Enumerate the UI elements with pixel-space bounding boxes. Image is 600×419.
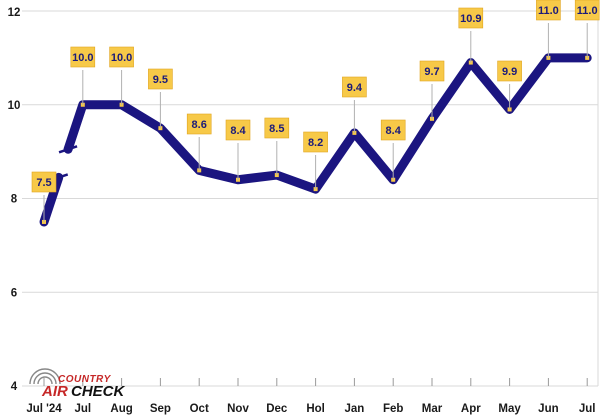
data-label: 8.4: [386, 125, 402, 137]
x-tick-label: Sep: [150, 403, 171, 415]
data-label: 9.9: [502, 66, 517, 78]
x-tick-label: Jan: [344, 403, 364, 415]
data-label: 11.0: [577, 5, 598, 17]
break-slash: [58, 145, 78, 154]
data-label: 10.0: [111, 52, 132, 64]
data-label: 11.0: [538, 5, 559, 17]
x-tick-label: Jul: [579, 403, 596, 415]
data-label-box: [458, 7, 484, 29]
x-tick-label: Oct: [190, 403, 209, 415]
data-label: 8.2: [308, 137, 323, 149]
data-label-box: [225, 119, 251, 141]
x-tick-label: Dec: [266, 403, 288, 415]
data-label-box: [148, 68, 173, 90]
data-label-box: [31, 171, 57, 193]
data-label: 7.5: [36, 177, 51, 189]
data-label: 9.5: [153, 74, 168, 86]
data-label-box: [109, 46, 134, 68]
y-tick-label: 8: [11, 194, 18, 206]
y-tick-label: 12: [8, 7, 21, 19]
data-label-box: [70, 46, 96, 68]
x-tick-label: Jul: [74, 403, 91, 415]
data-label-box: [342, 76, 367, 98]
data-label: 10.9: [460, 13, 481, 25]
x-axis-ticks: Jul '24 Jul Aug Sep Oct Nov Dec Hol Jan Feb Mar Apr…: [26, 378, 596, 415]
x-tick-label: Hol: [306, 403, 325, 415]
logo-check-text: CHECK: [71, 383, 126, 400]
data-label: 8.5: [269, 123, 284, 135]
x-tick-label: Jun: [538, 403, 558, 415]
data-label: 10.0: [72, 52, 93, 64]
country-aircheck-logo: COUNTRY AIR CHECK: [29, 368, 126, 400]
x-tick-label: Nov: [227, 403, 249, 415]
y-axis-ticks: 4 6 8 10 12: [8, 7, 21, 393]
data-label-box: [186, 113, 212, 135]
x-tick-label: Aug: [110, 403, 132, 415]
logo-air-text: AIR: [41, 383, 68, 400]
y-tick-label: 4: [11, 381, 18, 393]
y-tick-label: 10: [8, 100, 21, 112]
data-label-box: [380, 119, 406, 141]
data-label-box: [497, 60, 522, 82]
x-tick-label: May: [498, 403, 521, 415]
data-label-box: [264, 117, 290, 139]
data-label: 8.6: [192, 119, 207, 131]
x-tick-label: Mar: [422, 403, 443, 415]
data-label-box: [574, 0, 600, 21]
data-label: 8.4: [230, 125, 246, 137]
data-label-box: [419, 60, 445, 82]
x-tick-label: Jul '24: [26, 403, 62, 415]
logo-country-text: COUNTRY: [58, 374, 112, 385]
data-labels: 7.5 10.0 10.0 9.5 8.6 8.4 8.5 8.2 9.4 8.4 9.7 10.9 9…: [31, 0, 600, 222]
data-label-box: [536, 0, 561, 21]
x-tick-label: Apr: [461, 403, 481, 415]
radio-waves-icon: [29, 368, 61, 385]
x-tick-label: Feb: [383, 403, 403, 415]
data-label-box: [303, 131, 328, 153]
y-tick-label: 6: [11, 287, 17, 299]
data-label: 9.7: [424, 66, 439, 78]
data-label: 9.4: [347, 82, 363, 94]
